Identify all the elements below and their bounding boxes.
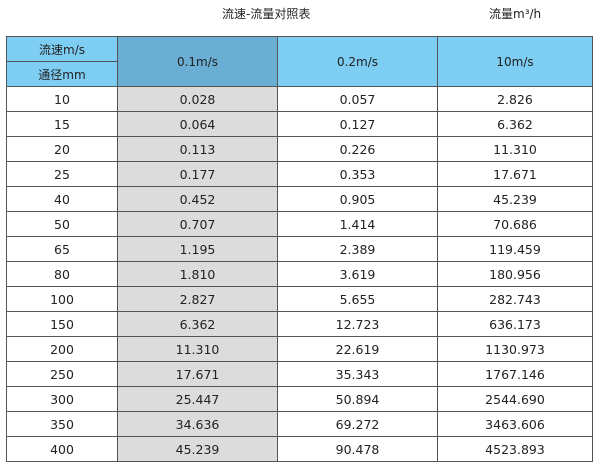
- flow-cell: 282.743: [437, 286, 593, 312]
- diameter-cell: 40: [6, 186, 118, 212]
- flow-cell: 17.671: [117, 361, 278, 387]
- velocity-header: 流速m/s: [6, 36, 118, 62]
- flow-cell: 6.362: [437, 111, 593, 137]
- diameter-header: 通径mm: [6, 61, 118, 87]
- flow-cell: 4523.893: [437, 436, 593, 462]
- flow-cell: 2.827: [117, 286, 278, 312]
- column-header: 0.2m/s: [277, 36, 438, 87]
- flow-cell: 11.310: [437, 136, 593, 162]
- flow-cell: 1.810: [117, 261, 278, 287]
- flow-cell: 1130.973: [437, 336, 593, 362]
- diameter-cell: 15: [6, 111, 118, 137]
- table-row: 10 0.028 0.057 2.826: [6, 86, 593, 112]
- flow-cell: 0.226: [277, 136, 438, 162]
- diameter-cell: 20: [6, 136, 118, 162]
- flow-cell: 70.686: [437, 211, 593, 237]
- flow-cell: 34.636: [117, 411, 278, 437]
- flow-cell: 3463.606: [437, 411, 593, 437]
- diameter-cell: 200: [6, 336, 118, 362]
- flow-table: 流速m/s 0.1m/s 0.2m/s 10m/s 通径mm 10 0.028 0.…: [6, 36, 593, 462]
- flow-cell: 69.272: [277, 411, 438, 437]
- table-row: 65 1.195 2.389 119.459: [6, 236, 593, 262]
- diameter-cell: 10: [6, 86, 118, 112]
- diameter-cell: 25: [6, 161, 118, 187]
- flow-cell: 45.239: [437, 186, 593, 212]
- flow-cell: 180.956: [437, 261, 593, 287]
- flow-cell: 3.619: [277, 261, 438, 287]
- diameter-cell: 350: [6, 411, 118, 437]
- flow-cell: 17.671: [437, 161, 593, 187]
- column-header: 10m/s: [437, 36, 593, 87]
- column-header: 0.1m/s: [117, 36, 278, 87]
- flow-cell: 22.619: [277, 336, 438, 362]
- flow-cell: 6.362: [117, 311, 278, 337]
- flow-cell: 636.173: [437, 311, 593, 337]
- flow-cell: 0.177: [117, 161, 278, 187]
- table-row: 300 25.447 50.894 2544.690: [6, 386, 593, 412]
- unit-label: 流量m³/h: [489, 7, 542, 21]
- flow-cell: 2544.690: [437, 386, 593, 412]
- table-row: 40 0.452 0.905 45.239: [6, 186, 593, 212]
- flow-cell: 12.723: [277, 311, 438, 337]
- diameter-cell: 300: [6, 386, 118, 412]
- table-row: 15 0.064 0.127 6.362: [6, 111, 593, 137]
- flow-cell: 0.064: [117, 111, 278, 137]
- flow-cell: 0.057: [277, 86, 438, 112]
- flow-cell: 1.195: [117, 236, 278, 262]
- table-row: 150 6.362 12.723 636.173: [6, 311, 593, 337]
- table-row: 200 11.310 22.619 1130.973: [6, 336, 593, 362]
- diameter-cell: 80: [6, 261, 118, 287]
- table-row: 400 45.239 90.478 4523.893: [6, 436, 593, 462]
- table-row: 25 0.177 0.353 17.671: [6, 161, 593, 187]
- flow-cell: 0.127: [277, 111, 438, 137]
- flow-cell: 2.826: [437, 86, 593, 112]
- table-row: 50 0.707 1.414 70.686: [6, 211, 593, 237]
- flow-cell: 35.343: [277, 361, 438, 387]
- flow-cell: 1767.146: [437, 361, 593, 387]
- flow-cell: 0.113: [117, 136, 278, 162]
- flow-cell: 0.707: [117, 211, 278, 237]
- table-row: 100 2.827 5.655 282.743: [6, 286, 593, 312]
- table-row: 250 17.671 35.343 1767.146: [6, 361, 593, 387]
- diameter-cell: 150: [6, 311, 118, 337]
- diameter-cell: 400: [6, 436, 118, 462]
- diameter-cell: 250: [6, 361, 118, 387]
- table-row: 80 1.810 3.619 180.956: [6, 261, 593, 287]
- table-row: 20 0.113 0.226 11.310: [6, 136, 593, 162]
- flow-cell: 5.655: [277, 286, 438, 312]
- table-row: 350 34.636 69.272 3463.606: [6, 411, 593, 437]
- table-title: 流速-流量对照表: [222, 7, 311, 21]
- flow-cell: 50.894: [277, 386, 438, 412]
- flow-cell: 45.239: [117, 436, 278, 462]
- diameter-cell: 65: [6, 236, 118, 262]
- flow-cell: 25.447: [117, 386, 278, 412]
- diameter-cell: 100: [6, 286, 118, 312]
- flow-cell: 90.478: [277, 436, 438, 462]
- flow-cell: 2.389: [277, 236, 438, 262]
- flow-cell: 0.905: [277, 186, 438, 212]
- flow-cell: 0.452: [117, 186, 278, 212]
- flow-cell: 11.310: [117, 336, 278, 362]
- flow-cell: 0.028: [117, 86, 278, 112]
- diameter-cell: 50: [6, 211, 118, 237]
- flow-cell: 1.414: [277, 211, 438, 237]
- flow-cell: 119.459: [437, 236, 593, 262]
- flow-cell: 0.353: [277, 161, 438, 187]
